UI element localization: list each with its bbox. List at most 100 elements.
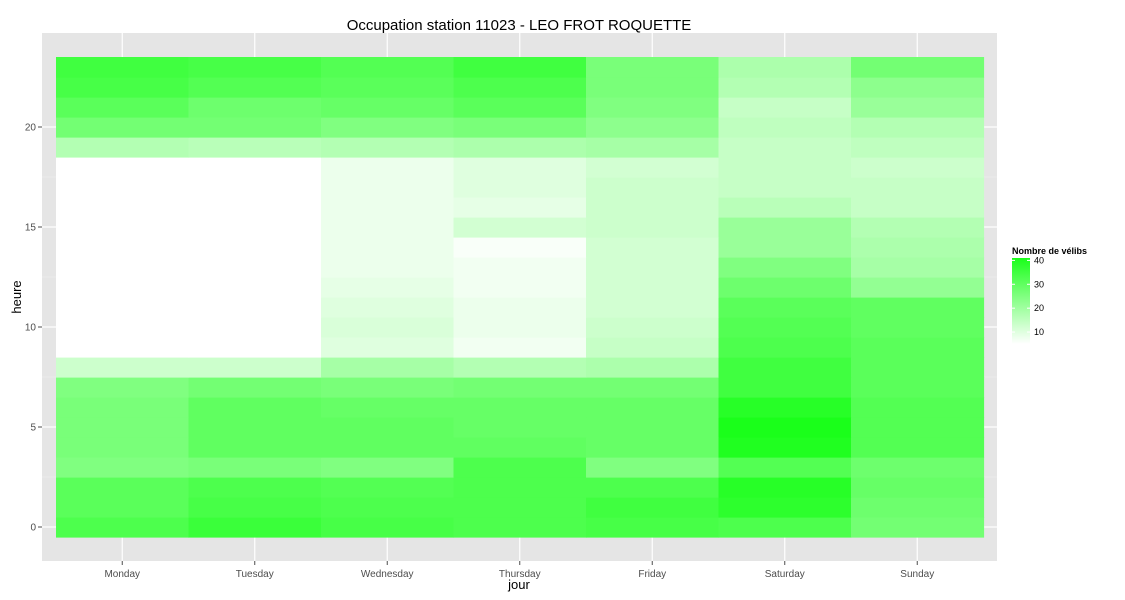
heatmap-tile (718, 237, 852, 258)
heatmap-tile (851, 237, 985, 258)
heatmap-tile (586, 257, 720, 278)
heatmap-tile (586, 137, 720, 158)
heatmap-tile (718, 517, 852, 538)
heatmap-tile (586, 237, 720, 258)
heatmap-tile (188, 437, 322, 458)
heatmap-tile (851, 517, 985, 538)
heatmap-tile (586, 97, 720, 118)
heatmap-tile (586, 417, 720, 438)
heatmap-tile (718, 57, 852, 78)
heatmap-tile (56, 297, 190, 318)
heatmap-tile (321, 137, 455, 158)
heatmap-tile (56, 397, 190, 418)
heatmap-tile (851, 117, 985, 138)
x-axis-ticks: Monday Tuesday Wednesday Thursday Friday Satu… (104, 561, 934, 580)
heatmap-tile (321, 277, 455, 298)
heatmap-tile (56, 497, 190, 518)
y-tick-label: 5 (30, 423, 36, 434)
heatmap-tile (321, 497, 455, 518)
x-tick-label: Saturday (765, 569, 805, 580)
heatmap-tile (718, 397, 852, 418)
heatmap-tile (586, 317, 720, 338)
heatmap-tile (453, 497, 587, 518)
heatmap-tile (56, 517, 190, 538)
heatmap-tile (56, 217, 190, 238)
heatmap-tile (586, 197, 720, 218)
heatmap-tile (851, 297, 985, 318)
heatmap-tile (718, 457, 852, 478)
heatmap-tile (586, 457, 720, 478)
heatmap-tile (586, 177, 720, 198)
heatmap-tile (453, 357, 587, 378)
heatmap-tile (56, 157, 190, 178)
heatmap-tile (851, 277, 985, 298)
heatmap-tile (188, 357, 322, 378)
heatmap-tile (321, 437, 455, 458)
y-axis-ticks: 0 5 10 15 20 (25, 123, 42, 534)
legend-tick-label: 20 (1034, 303, 1044, 313)
heatmap-tile (56, 377, 190, 398)
heatmap-tile (321, 177, 455, 198)
heatmap-tile (718, 417, 852, 438)
heatmap-tile (321, 197, 455, 218)
legend-colorbar (1012, 258, 1030, 344)
heatmap-tile (586, 117, 720, 138)
heatmap-tile (321, 157, 455, 178)
heatmap-tile (718, 177, 852, 198)
heatmap-tile (851, 97, 985, 118)
heatmap-tile (851, 337, 985, 358)
x-tick-label: Monday (104, 569, 140, 580)
heatmap-tile (851, 497, 985, 518)
heatmap-tile (586, 397, 720, 418)
heatmap-tile (453, 377, 587, 398)
heatmap-tile (851, 137, 985, 158)
heatmap-tile (851, 177, 985, 198)
heatmap-tile (453, 217, 587, 238)
heatmap-tile (56, 257, 190, 278)
heatmap-tile (718, 317, 852, 338)
heatmap-tile (586, 57, 720, 78)
y-tick-label: 0 (30, 523, 36, 534)
heatmap-tile (56, 237, 190, 258)
heatmap-tile (56, 457, 190, 478)
heatmap-tile (718, 337, 852, 358)
heatmap-tile (453, 517, 587, 538)
heatmap-tile (586, 297, 720, 318)
heatmap-tile (188, 497, 322, 518)
legend-title: Nombre de vélibs (1012, 246, 1087, 256)
heatmap-tile (718, 437, 852, 458)
heatmap-tile (718, 357, 852, 378)
heatmap-tile (453, 417, 587, 438)
heatmap-tile (851, 197, 985, 218)
heatmap-tile (188, 397, 322, 418)
heatmap-tile (453, 337, 587, 358)
heatmap-tile (851, 77, 985, 98)
heatmap-tile (188, 177, 322, 198)
heatmap-tile (188, 377, 322, 398)
heatmap-tile (321, 117, 455, 138)
heatmap-tile (56, 337, 190, 358)
heatmap-tile (453, 297, 587, 318)
heatmap-tile (321, 417, 455, 438)
heatmap-tile (851, 417, 985, 438)
x-axis-title: jour (507, 577, 530, 592)
heatmap-tile (586, 217, 720, 238)
heatmap-tile (56, 97, 190, 118)
heatmap-tile (586, 517, 720, 538)
heatmap-tile (851, 317, 985, 338)
chart-title: Occupation station 11023 - LEO FROT ROQU… (347, 17, 692, 34)
heatmap-tile (56, 317, 190, 338)
heatmap-tile (718, 477, 852, 498)
heatmap-tile (718, 217, 852, 238)
heatmap-tile (188, 157, 322, 178)
heatmap-tile (586, 157, 720, 178)
heatmap-tile (718, 97, 852, 118)
heatmap-tile (453, 57, 587, 78)
heatmap-tile (453, 277, 587, 298)
heatmap-tile (188, 57, 322, 78)
heatmap-tile (718, 137, 852, 158)
heatmap-tile (188, 517, 322, 538)
heatmap-tile (586, 77, 720, 98)
heatmap-tile (56, 417, 190, 438)
heatmap-tile (188, 117, 322, 138)
